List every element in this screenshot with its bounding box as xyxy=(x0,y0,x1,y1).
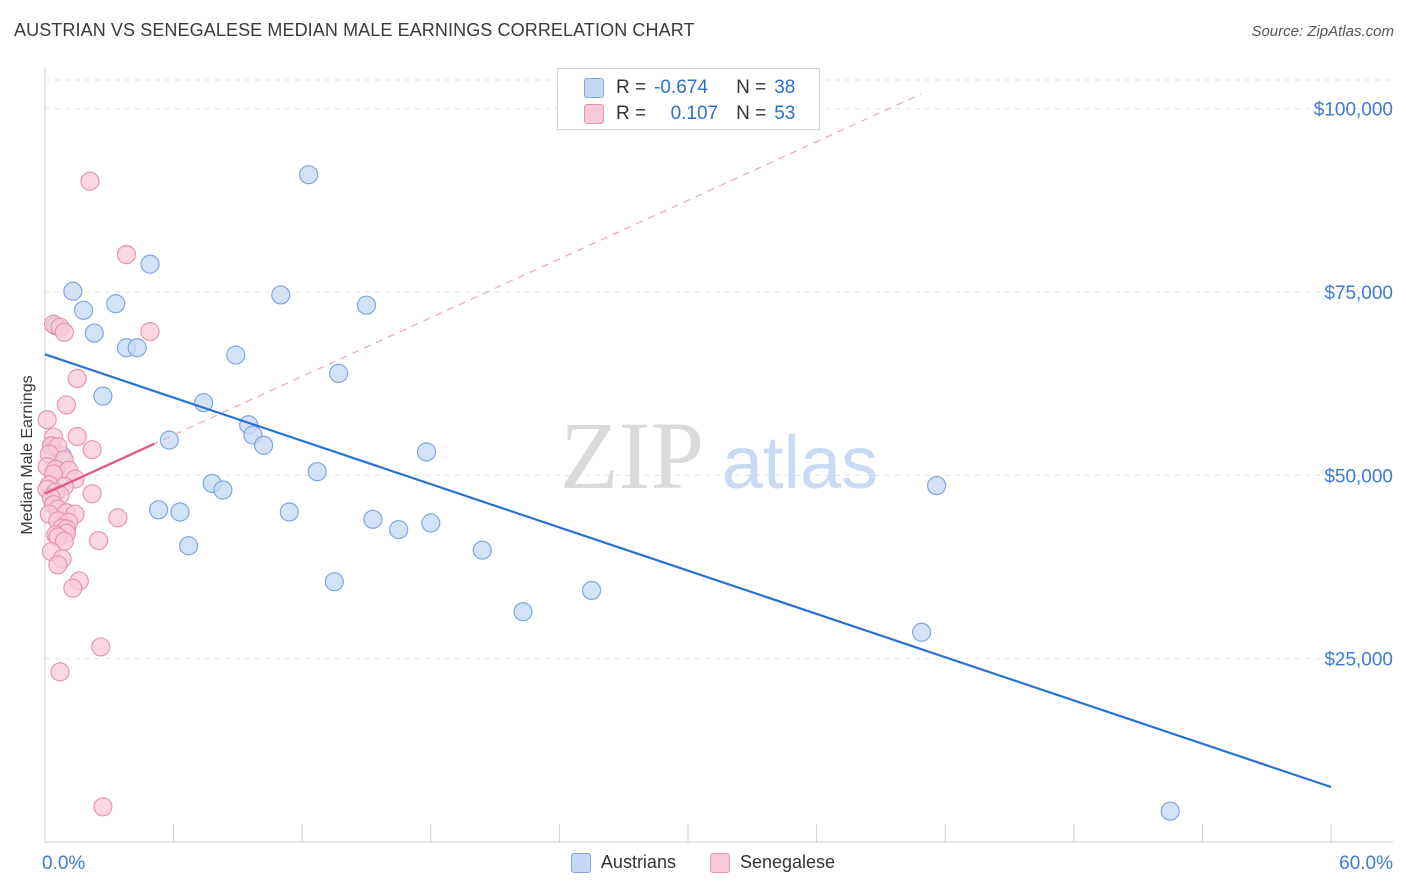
austrians-point xyxy=(279,502,299,522)
watermark-zip: ZIP xyxy=(560,402,704,509)
austrians-legend-label: Austrians xyxy=(600,852,676,872)
austrians-point xyxy=(93,386,113,406)
austrians-trend-line xyxy=(44,353,1332,789)
senegalese-point xyxy=(108,508,128,528)
senegalese-point xyxy=(88,530,109,551)
austrians-point xyxy=(84,323,104,343)
austrians-point xyxy=(213,480,233,500)
y-tick-label: $100,000 xyxy=(1314,100,1393,121)
series-legend: Austrians Senegalese xyxy=(0,852,1406,873)
austrians-point xyxy=(329,363,349,383)
senegalese-point xyxy=(67,426,87,447)
watermark-atlas: atlas xyxy=(722,421,878,504)
x-tick-label-min: 0.0% xyxy=(42,853,85,874)
austrians-point xyxy=(159,430,179,450)
legend-row-senegalese: R = 0.107 N = 53 xyxy=(584,103,795,125)
axes xyxy=(44,68,1393,843)
tick-labels: $25,000 $50,000 $75,000 $100,000 0.0% 60.0% xyxy=(42,100,1393,874)
legend-row-austrians: R = -0.674 N = 38 xyxy=(584,77,795,99)
austrians-point xyxy=(226,345,246,365)
chart-title: AUSTRIAN VS SENEGALESE MEDIAN MALE EARNI… xyxy=(14,20,695,40)
legend-n-value-austrians: 38 xyxy=(774,77,796,98)
senegalese-point xyxy=(91,637,111,657)
austrians-point xyxy=(1160,801,1180,821)
data-points xyxy=(37,165,1180,821)
legend-r-label: R = xyxy=(616,77,647,98)
austrians-point xyxy=(170,502,190,522)
senegalese-point xyxy=(140,322,160,342)
austrians-point xyxy=(271,285,291,305)
austrians-point xyxy=(416,442,437,462)
watermark: ZIP atlas xyxy=(560,402,878,509)
senegalese-point xyxy=(82,440,102,460)
senegalese-trend-line xyxy=(44,442,155,495)
senegalese-point xyxy=(80,171,100,191)
senegalese-point xyxy=(63,578,83,598)
austrians-legend-swatch xyxy=(570,852,591,873)
senegalese-point xyxy=(50,662,70,682)
austrians-point xyxy=(324,572,344,592)
austrians-point xyxy=(912,622,932,642)
austrians-point xyxy=(513,602,533,622)
legend-box: R = -0.674 N = 38 R = 0.107 N = 53 xyxy=(557,68,820,130)
legend-r-value-austrians: -0.674 xyxy=(654,77,708,98)
legend-n-value-senegalese: 53 xyxy=(774,103,796,124)
y-tick-label: $50,000 xyxy=(1324,466,1393,487)
austrians-point xyxy=(363,509,383,529)
austrians-point xyxy=(299,165,319,185)
chart-source: Source: ZipAtlas.com xyxy=(1251,23,1394,40)
y-tick-label: $75,000 xyxy=(1324,283,1393,304)
trend-lines xyxy=(44,93,1332,789)
austrians-point xyxy=(356,295,377,315)
austrians-point xyxy=(472,540,492,560)
austrians-point xyxy=(140,254,160,274)
senegalese-point xyxy=(82,484,102,504)
austrians-point xyxy=(63,281,83,301)
senegalese-point xyxy=(48,555,68,575)
legend-r-value-senegalese: 0.107 xyxy=(670,103,719,124)
austrians-point xyxy=(389,519,409,540)
austrians-point xyxy=(148,500,169,520)
senegalese-legend-swatch xyxy=(709,852,730,873)
senegalese-point xyxy=(67,368,87,389)
senegalese-point xyxy=(54,322,74,342)
austrians-point xyxy=(106,294,126,314)
legend-r-label: R = xyxy=(616,103,647,124)
y-tick-label: $25,000 xyxy=(1324,650,1393,671)
austrians-swatch xyxy=(584,78,604,98)
legend-item-austrians[interactable]: Austrians xyxy=(570,852,676,873)
senegalese-trend-extension xyxy=(44,93,922,495)
x-tick-label-max: 60.0% xyxy=(1339,853,1393,874)
legend-n-label: N = xyxy=(736,77,767,98)
austrians-point xyxy=(127,338,147,358)
austrians-point xyxy=(73,300,94,320)
austrians-point xyxy=(254,435,274,455)
austrians-point xyxy=(179,536,199,556)
austrians-point xyxy=(307,462,327,482)
austrians-point xyxy=(927,476,947,496)
austrians-point xyxy=(581,580,602,601)
senegalese-point xyxy=(116,245,137,265)
legend-item-senegalese[interactable]: Senegalese xyxy=(709,852,836,873)
austrians-point xyxy=(421,513,441,533)
legend-n-label: N = xyxy=(736,103,767,124)
senegalese-point xyxy=(93,797,113,817)
senegalese-point xyxy=(56,395,77,415)
senegalese-legend-label: Senegalese xyxy=(739,852,836,872)
grid-lines xyxy=(45,79,1393,660)
senegalese-swatch xyxy=(584,104,604,124)
senegalese-point xyxy=(37,410,57,430)
